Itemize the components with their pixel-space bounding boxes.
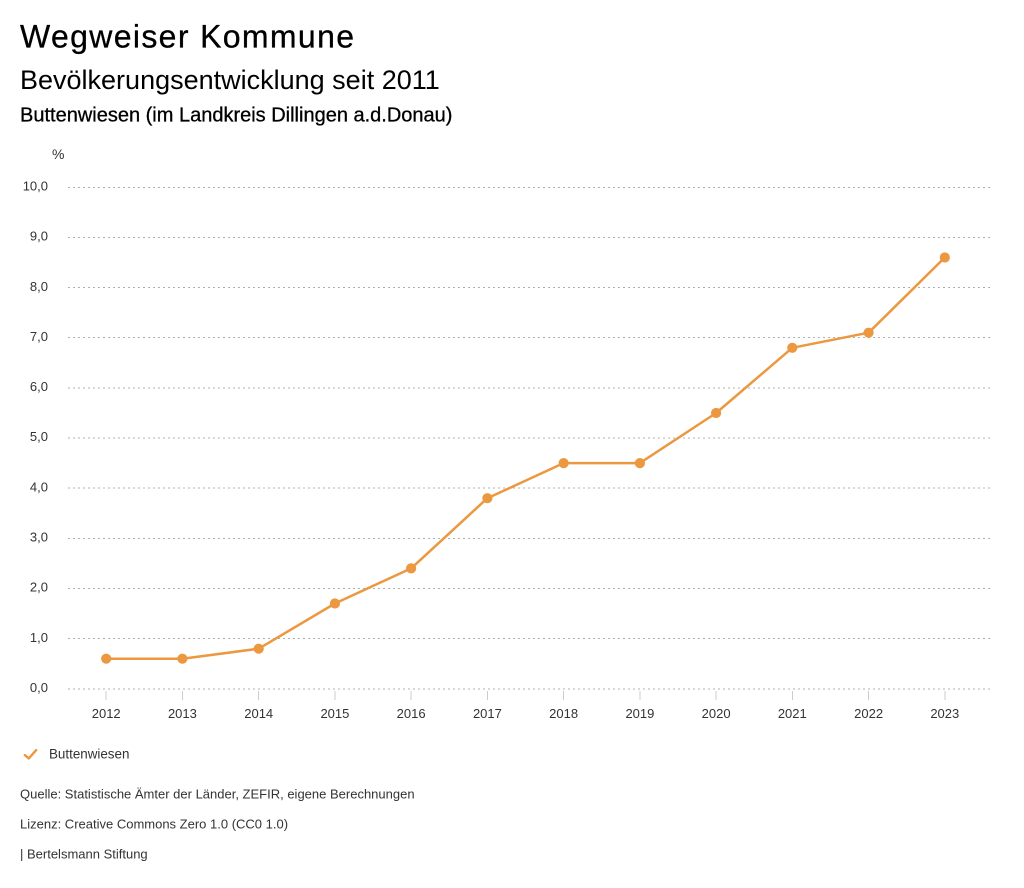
svg-text:2013: 2013 (168, 706, 197, 721)
svg-text:2021: 2021 (778, 706, 807, 721)
svg-text:Wegweiser Kommune: Wegweiser Kommune (20, 19, 355, 55)
svg-text:0,0: 0,0 (30, 680, 48, 695)
svg-text:7,0: 7,0 (30, 329, 48, 344)
svg-text:3,0: 3,0 (30, 530, 48, 545)
svg-text:4,0: 4,0 (30, 479, 48, 494)
svg-text:2,0: 2,0 (30, 580, 48, 595)
svg-text:9,0: 9,0 (30, 229, 48, 244)
svg-text:6,0: 6,0 (30, 379, 48, 394)
svg-text:Quelle: Statistische Ämter der: Quelle: Statistische Ämter der Länder, Z… (20, 786, 415, 801)
svg-text:Lizenz: Creative Commons Zero: Lizenz: Creative Commons Zero 1.0 (CC0 1… (20, 817, 288, 832)
svg-text:2016: 2016 (397, 706, 426, 721)
svg-text:| Bertelsmann Stiftung: | Bertelsmann Stiftung (20, 847, 148, 862)
svg-text:2019: 2019 (625, 706, 654, 721)
svg-text:2020: 2020 (702, 706, 731, 721)
svg-text:2014: 2014 (244, 706, 273, 721)
svg-text:2012: 2012 (92, 706, 121, 721)
svg-text:1,0: 1,0 (30, 630, 48, 645)
svg-text:2015: 2015 (320, 706, 349, 721)
svg-text:Bevölkerungsentwicklung seit 2: Bevölkerungsentwicklung seit 2011 (20, 65, 440, 95)
svg-text:5,0: 5,0 (30, 429, 48, 444)
svg-text:2023: 2023 (930, 706, 959, 721)
svg-text:%: % (52, 146, 64, 162)
svg-text:10,0: 10,0 (23, 179, 48, 194)
svg-text:Buttenwiesen: Buttenwiesen (49, 747, 129, 762)
svg-text:2018: 2018 (549, 706, 578, 721)
svg-text:8,0: 8,0 (30, 279, 48, 294)
svg-text:Buttenwiesen (im Landkreis Dil: Buttenwiesen (im Landkreis Dillingen a.d… (20, 105, 452, 127)
svg-text:2022: 2022 (854, 706, 883, 721)
svg-text:2017: 2017 (473, 706, 502, 721)
